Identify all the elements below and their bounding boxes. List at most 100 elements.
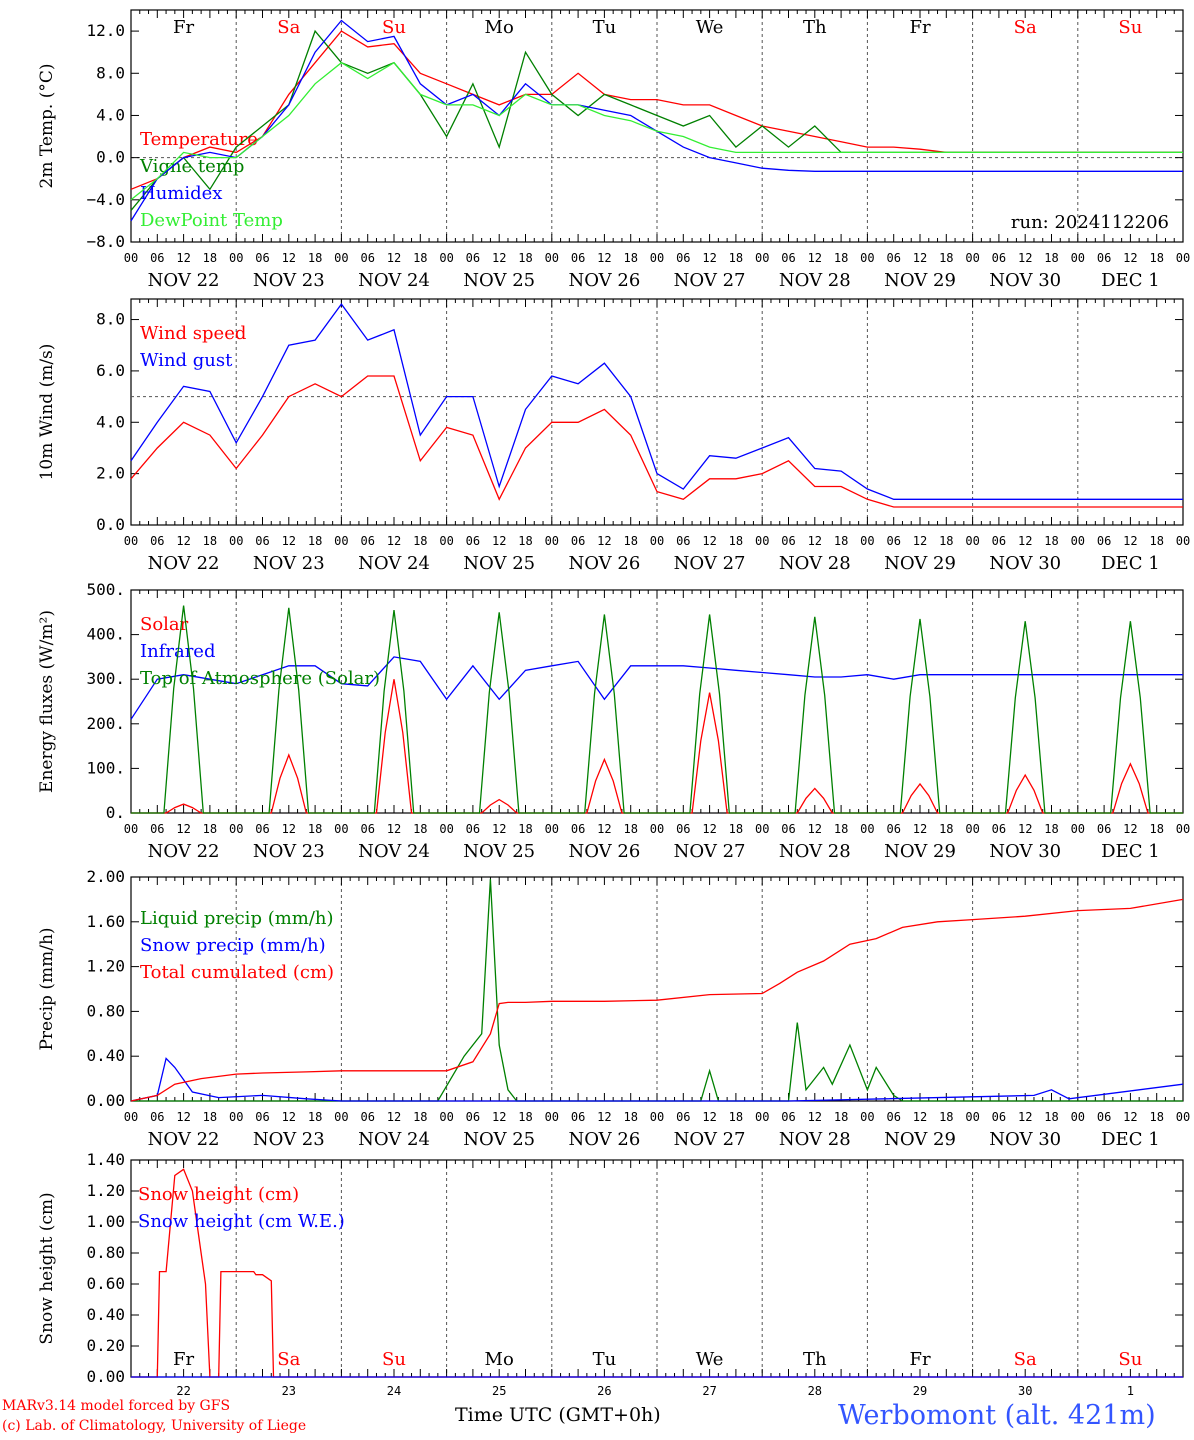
legend-entry: Solar xyxy=(140,614,189,635)
panel-5: 1.40 1.20 1.00 0.80 0.60 0.40 0.20 0.00 Snow hei… xyxy=(37,1150,1184,1398)
hour-tick-label: 00 xyxy=(124,534,138,548)
day-number-label: 25 xyxy=(492,1384,506,1398)
hour-tick-label: 18 xyxy=(834,534,848,548)
hour-tick-label: 18 xyxy=(729,1110,743,1124)
hour-tick-label: 18 xyxy=(939,1110,953,1124)
hour-tick-label: 12 xyxy=(492,534,506,548)
hour-tick-label: 06 xyxy=(360,251,374,265)
date-label: NOV 27 xyxy=(674,841,746,862)
hour-tick-label: 00 xyxy=(860,534,874,548)
hour-tick-label: 00 xyxy=(545,251,559,265)
hour-tick-label: 12 xyxy=(597,822,611,836)
legend-entry: DewPoint Temp xyxy=(140,210,283,231)
hour-tick-label: 00 xyxy=(545,1110,559,1124)
hour-tick-label: 00 xyxy=(860,1110,874,1124)
day-of-week-label: Su xyxy=(1118,1349,1142,1370)
hour-tick-label: 18 xyxy=(834,822,848,836)
hour-tick-label: 12 xyxy=(913,1110,927,1124)
hour-tick-label: 12 xyxy=(913,822,927,836)
y-axis-label: Precip (mm/h) xyxy=(37,927,57,1050)
hour-tick-label: 12 xyxy=(1018,822,1032,836)
y-tick-label: 4.0 xyxy=(96,105,125,124)
hour-tick-label: 00 xyxy=(1176,534,1190,548)
date-label: DEC 1 xyxy=(1101,270,1160,291)
hour-tick-label: 06 xyxy=(255,1110,269,1124)
series-line-dewpoint-temp xyxy=(130,61,1183,201)
hour-tick-label: 00 xyxy=(1071,1110,1085,1124)
day-number-label: 23 xyxy=(282,1384,296,1398)
day-of-week-label: Tu xyxy=(593,17,617,38)
hour-tick-label: 12 xyxy=(282,251,296,265)
hour-tick-label: 00 xyxy=(755,534,769,548)
hour-tick-label: 00 xyxy=(439,1110,453,1124)
y-tick-label: 0.60 xyxy=(86,1274,125,1293)
hour-tick-label: 18 xyxy=(203,251,217,265)
hour-tick-label: 06 xyxy=(676,251,690,265)
hour-tick-label: 12 xyxy=(282,822,296,836)
day-number-label: 22 xyxy=(176,1384,190,1398)
date-label: NOV 27 xyxy=(674,270,746,291)
date-label: NOV 23 xyxy=(253,841,325,862)
hour-tick-label: 06 xyxy=(360,822,374,836)
hour-tick-label: 18 xyxy=(518,534,532,548)
hour-tick-label: 12 xyxy=(808,822,822,836)
y-tick-label: 8.0 xyxy=(96,310,125,329)
legend-entry: Vigne temp xyxy=(139,156,244,177)
hour-tick-label: 00 xyxy=(1071,822,1085,836)
y-tick-label: 4.0 xyxy=(96,412,125,431)
day-of-week-label: We xyxy=(696,1349,724,1370)
date-label: NOV 28 xyxy=(779,270,851,291)
y-tick-label: 8.0 xyxy=(96,63,125,82)
hour-tick-label: 00 xyxy=(1176,251,1190,265)
hour-tick-label: 18 xyxy=(518,1110,532,1124)
hour-tick-label: 12 xyxy=(1123,534,1137,548)
date-label: NOV 24 xyxy=(358,1129,430,1150)
y-tick-label: 0.20 xyxy=(86,1336,125,1355)
hour-tick-label: 06 xyxy=(466,1110,480,1124)
day-of-week-label: Su xyxy=(1118,17,1142,38)
hour-tick-label: 06 xyxy=(255,822,269,836)
hour-tick-label: 12 xyxy=(913,251,927,265)
legend-entry: Liquid precip (mm/h) xyxy=(140,908,334,929)
day-number-label: 27 xyxy=(702,1384,716,1398)
y-tick-label: 0.0 xyxy=(96,148,125,167)
day-of-week-label: Fr xyxy=(909,1349,930,1370)
hour-tick-label: 00 xyxy=(965,1110,979,1124)
panel-2: 8.0 6.0 4.0 2.0 0.0 10m Wind (m/s) 00 06 12 18 NOV… xyxy=(37,298,1190,574)
hour-tick-label: 18 xyxy=(308,534,322,548)
legend-entry: Top of Atmosphere (Solar) xyxy=(140,668,380,689)
hour-tick-label: 18 xyxy=(413,534,427,548)
hour-tick-label: 12 xyxy=(176,1110,190,1124)
hour-tick-label: 06 xyxy=(360,1110,374,1124)
date-label: NOV 29 xyxy=(884,841,956,862)
hour-tick-label: 00 xyxy=(755,251,769,265)
hour-tick-label: 00 xyxy=(334,534,348,548)
day-of-week-label: Sa xyxy=(277,1349,300,1370)
date-label: NOV 23 xyxy=(253,1129,325,1150)
date-label: NOV 29 xyxy=(884,1129,956,1150)
hour-tick-label: 06 xyxy=(676,822,690,836)
hour-tick-label: 00 xyxy=(755,1110,769,1124)
hour-tick-label: 06 xyxy=(466,822,480,836)
day-number-label: 30 xyxy=(1018,1384,1032,1398)
date-label: NOV 30 xyxy=(989,270,1061,291)
day-of-week-label: Tu xyxy=(593,1349,617,1370)
panel-1: 12.0 8.0 4.0 0.0 −4.0 −8.0 2m Temp. (°C) 00 06 12… xyxy=(37,9,1190,291)
y-tick-label: 1.20 xyxy=(86,1181,125,1200)
hour-tick-label: 00 xyxy=(755,822,769,836)
hour-tick-label: 00 xyxy=(965,534,979,548)
y-tick-label: 0. xyxy=(106,803,125,822)
hour-tick-label: 12 xyxy=(282,1110,296,1124)
hour-tick-label: 18 xyxy=(413,251,427,265)
hour-tick-label: 12 xyxy=(1018,251,1032,265)
hour-tick-label: 18 xyxy=(1044,251,1058,265)
y-axis-label: 2m Temp. (°C) xyxy=(37,63,57,188)
hour-tick-label: 12 xyxy=(387,822,401,836)
date-label: NOV 25 xyxy=(463,1129,535,1150)
hour-tick-label: 18 xyxy=(834,251,848,265)
date-label: NOV 30 xyxy=(989,553,1061,574)
date-label: NOV 26 xyxy=(568,841,640,862)
hour-tick-label: 12 xyxy=(808,251,822,265)
hour-tick-label: 06 xyxy=(992,534,1006,548)
hour-tick-label: 06 xyxy=(150,1110,164,1124)
